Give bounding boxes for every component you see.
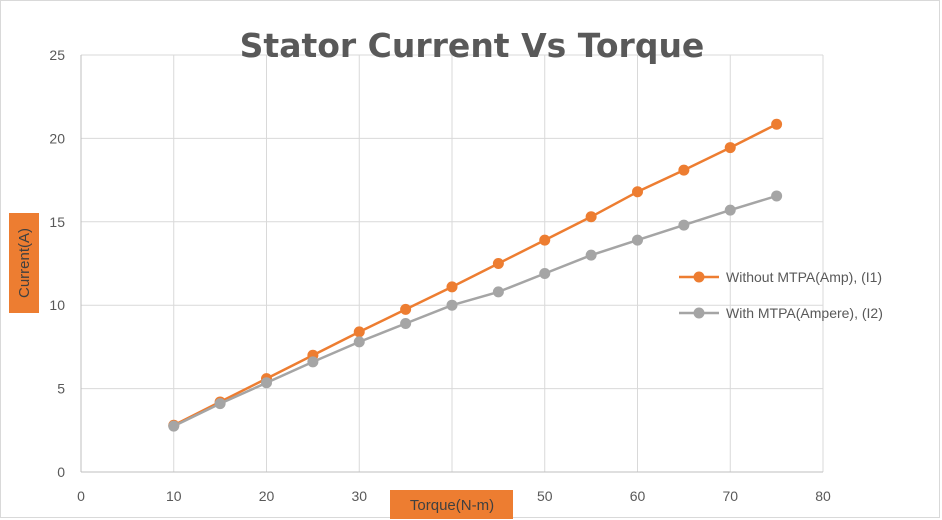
x-axis-title: Torque(N-m) bbox=[390, 490, 513, 519]
x-tick-label: 70 bbox=[722, 488, 738, 504]
data-point-series-1 bbox=[400, 303, 412, 315]
x-tick-label: 0 bbox=[77, 488, 85, 504]
data-point-series-1 bbox=[678, 164, 690, 176]
data-point-series-2 bbox=[678, 219, 690, 231]
data-point-series-1 bbox=[539, 234, 551, 246]
x-axis-title-text: Torque(N-m) bbox=[410, 497, 494, 514]
data-point-series-1 bbox=[446, 281, 458, 293]
series-line-2 bbox=[173, 194, 777, 428]
data-point-series-1 bbox=[353, 326, 365, 338]
data-point-series-2 bbox=[214, 398, 226, 410]
data-point-series-2 bbox=[585, 249, 597, 261]
y-axis-title-text: Current(A) bbox=[16, 228, 33, 298]
legend: Without MTPA(Amp), (I1) With MTPA(Ampere… bbox=[679, 269, 883, 321]
data-point-series-2 bbox=[353, 336, 365, 348]
y-tick-label: 10 bbox=[49, 297, 65, 313]
tick-labels: 051015202501020304050607080 bbox=[49, 47, 831, 504]
chart-title: Stator Current Vs Torque bbox=[240, 26, 705, 65]
data-point-series-1 bbox=[632, 186, 643, 198]
data-point-series-2 bbox=[492, 286, 504, 298]
y-tick-label: 15 bbox=[49, 214, 65, 230]
data-series bbox=[168, 118, 783, 432]
x-tick-label: 20 bbox=[259, 488, 275, 504]
axes bbox=[80, 55, 823, 473]
data-point-series-2 bbox=[724, 204, 736, 216]
legend-marker-i2 bbox=[693, 307, 705, 319]
x-tick-label: 30 bbox=[351, 488, 367, 504]
data-point-series-1 bbox=[771, 118, 783, 130]
legend-label-i1: Without MTPA(Amp), (I1) bbox=[726, 269, 882, 285]
y-tick-label: 25 bbox=[49, 47, 65, 63]
data-point-series-2 bbox=[771, 190, 783, 202]
grid-lines bbox=[81, 54, 824, 472]
y-tick-label: 20 bbox=[49, 130, 65, 146]
legend-item-i1: Without MTPA(Amp), (I1) bbox=[679, 269, 882, 285]
series-line-1 bbox=[173, 123, 778, 427]
data-point-series-2 bbox=[632, 234, 643, 246]
y-tick-label: 0 bbox=[57, 464, 65, 480]
y-axis-title-highlight bbox=[9, 213, 39, 313]
y-tick-label: 5 bbox=[57, 381, 65, 397]
data-point-series-2 bbox=[400, 318, 412, 330]
x-tick-label: 80 bbox=[815, 488, 831, 504]
legend-item-i2: With MTPA(Ampere), (I2) bbox=[679, 305, 883, 321]
data-point-series-2 bbox=[446, 299, 458, 311]
data-point-series-1 bbox=[585, 211, 597, 223]
data-point-series-1 bbox=[492, 258, 504, 269]
legend-label-i2: With MTPA(Ampere), (I2) bbox=[726, 305, 883, 321]
x-tick-label: 60 bbox=[630, 488, 646, 504]
x-tick-label: 10 bbox=[166, 488, 182, 504]
y-axis-title: Current(A) bbox=[9, 213, 39, 313]
legend-marker-i1 bbox=[693, 271, 705, 283]
data-point-series-2 bbox=[168, 420, 180, 432]
data-point-series-2 bbox=[539, 268, 551, 280]
data-point-series-2 bbox=[261, 377, 272, 389]
data-point-series-1 bbox=[724, 142, 736, 154]
data-point-series-2 bbox=[307, 356, 319, 368]
x-tick-label: 50 bbox=[537, 488, 553, 504]
x-axis-title-highlight bbox=[390, 490, 513, 519]
